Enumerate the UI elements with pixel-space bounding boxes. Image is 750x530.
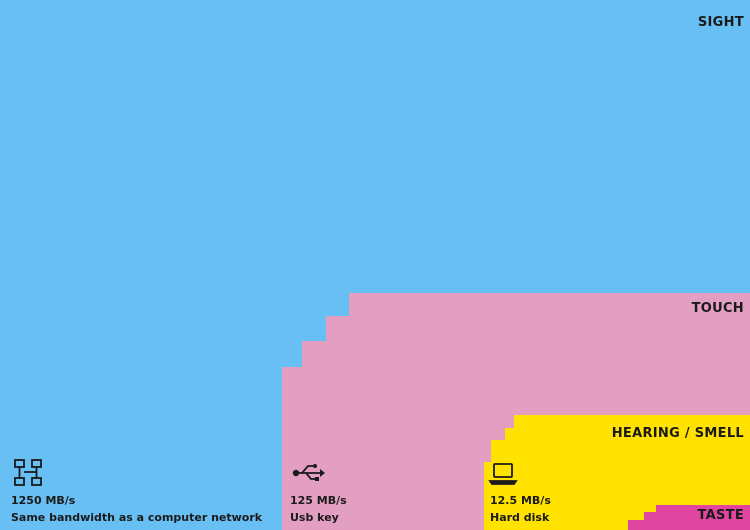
label-sight: SIGHT (698, 15, 744, 30)
laptop-icon (488, 463, 518, 485)
rate-touch: 125 MB/s (290, 494, 347, 507)
rate-sight: 1250 MB/s (11, 494, 76, 507)
region-hearing-smell (484, 415, 750, 530)
label-hearing-smell: HEARING / SMELL (612, 426, 744, 441)
desc-sight: Same bandwidth as a computer network (11, 511, 263, 524)
usb-icon (292, 464, 325, 481)
region-taste (628, 505, 750, 530)
network-icon (14, 459, 42, 486)
desc-hearing-smell: Hard disk (490, 511, 550, 524)
label-touch: TOUCH (692, 301, 744, 316)
label-taste: TASTE (697, 508, 744, 523)
desc-touch: Usb key (290, 511, 339, 524)
rate-hearing-smell: 12.5 MB/s (490, 494, 551, 507)
